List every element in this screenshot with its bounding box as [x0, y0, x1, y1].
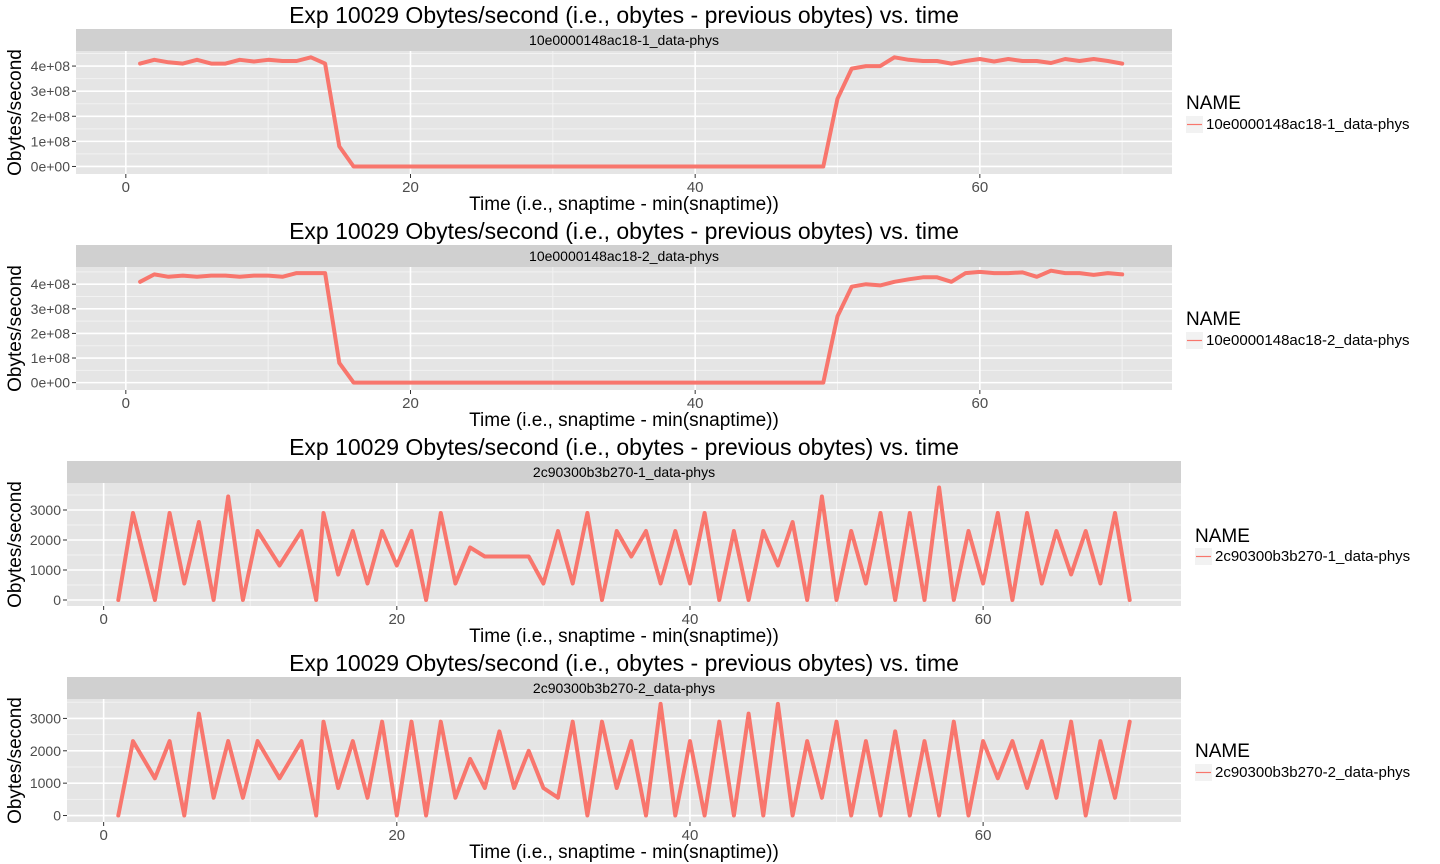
- chart-title: Exp 10029 Obytes/second (i.e., obytes - …: [289, 218, 959, 244]
- y-tick-label: 1e+08: [31, 350, 71, 366]
- y-tick-label: 2e+08: [31, 325, 71, 341]
- chart-4: Exp 10029 Obytes/second (i.e., obytes - …: [5, 650, 1410, 863]
- y-tick-label: 0: [53, 808, 61, 824]
- y-tick-label: 3e+08: [31, 83, 71, 99]
- x-tick-label: 40: [682, 827, 699, 844]
- facet-strip: [67, 461, 1181, 483]
- series-line: [138, 268, 1125, 385]
- legend-title: NAME: [1195, 741, 1250, 762]
- chart-title: Exp 10029 Obytes/second (i.e., obytes - …: [289, 2, 959, 28]
- chart-title: Exp 10029 Obytes/second (i.e., obytes - …: [289, 434, 959, 460]
- legend-entry-label: 2c90300b3b270-2_data-phys: [1215, 764, 1410, 781]
- x-tick-label: 20: [402, 395, 419, 412]
- x-axis-label: Time (i.e., snaptime - min(snaptime)): [469, 194, 779, 215]
- y-tick-label: 0: [53, 592, 61, 608]
- legend-entry-label: 10e0000148ac18-2_data-phys: [1206, 332, 1410, 349]
- facet-strip-label: 2c90300b3b270-2_data-phys: [533, 680, 715, 696]
- y-axis-label: Obytes/second: [5, 265, 26, 392]
- y-axis-label: Obytes/second: [5, 481, 26, 608]
- facet-strip: [67, 677, 1181, 699]
- legend-title: NAME: [1186, 93, 1241, 114]
- y-axis-label: Obytes/second: [5, 697, 26, 824]
- y-tick-label: 3000: [30, 710, 61, 726]
- facet-strip-label: 10e0000148ac18-2_data-phys: [529, 248, 719, 264]
- x-tick-label: 60: [972, 395, 989, 412]
- x-tick-label: 0: [122, 395, 130, 412]
- facet-strip-label: 10e0000148ac18-1_data-phys: [529, 32, 719, 48]
- series-line: [116, 485, 1132, 602]
- plot-panel: [76, 267, 1172, 390]
- chart-3: Exp 10029 Obytes/second (i.e., obytes - …: [5, 434, 1410, 647]
- x-tick-label: 60: [972, 179, 989, 196]
- x-tick-label: 0: [99, 611, 107, 628]
- chart-title: Exp 10029 Obytes/second (i.e., obytes - …: [289, 650, 959, 676]
- x-tick-label: 40: [687, 179, 704, 196]
- y-tick-label: 0e+00: [31, 158, 71, 174]
- y-tick-label: 3000: [30, 502, 61, 518]
- series-line: [116, 701, 1132, 818]
- facet-strip-label: 2c90300b3b270-1_data-phys: [533, 464, 715, 480]
- chart-1: Exp 10029 Obytes/second (i.e., obytes - …: [5, 2, 1410, 215]
- y-tick-label: 2000: [30, 743, 61, 759]
- y-tick-label: 1000: [30, 775, 61, 791]
- legend-entry-label: 10e0000148ac18-1_data-phys: [1206, 116, 1410, 133]
- y-tick-label: 0e+00: [31, 375, 71, 391]
- y-tick-label: 4e+08: [31, 58, 71, 74]
- x-tick-label: 40: [682, 611, 699, 628]
- y-tick-label: 4e+08: [31, 276, 71, 292]
- x-tick-label: 0: [99, 827, 107, 844]
- x-axis-label: Time (i.e., snaptime - min(snaptime)): [469, 842, 779, 863]
- legend-title: NAME: [1195, 526, 1250, 547]
- y-tick-label: 1e+08: [31, 133, 71, 149]
- facet-strip: [76, 245, 1172, 267]
- x-axis-label: Time (i.e., snaptime - min(snaptime)): [469, 626, 779, 647]
- x-axis-label: Time (i.e., snaptime - min(snaptime)): [469, 410, 779, 431]
- x-tick-label: 0: [122, 179, 130, 196]
- x-tick-label: 60: [975, 611, 992, 628]
- legend-title: NAME: [1186, 309, 1241, 330]
- facet-strip: [76, 29, 1172, 51]
- y-tick-label: 2e+08: [31, 108, 71, 124]
- y-tick-label: 3e+08: [31, 301, 71, 317]
- y-axis-label: Obytes/second: [5, 49, 26, 176]
- x-tick-label: 60: [975, 827, 992, 844]
- y-tick-label: 1000: [30, 562, 61, 578]
- chart-2: Exp 10029 Obytes/second (i.e., obytes - …: [5, 218, 1410, 431]
- y-tick-label: 2000: [30, 532, 61, 548]
- x-tick-label: 20: [388, 827, 405, 844]
- x-tick-label: 20: [388, 611, 405, 628]
- x-tick-label: 40: [687, 395, 704, 412]
- plot-panel: [76, 51, 1172, 174]
- legend-entry-label: 2c90300b3b270-1_data-phys: [1215, 548, 1410, 565]
- x-tick-label: 20: [402, 179, 419, 196]
- series-line: [138, 55, 1125, 169]
